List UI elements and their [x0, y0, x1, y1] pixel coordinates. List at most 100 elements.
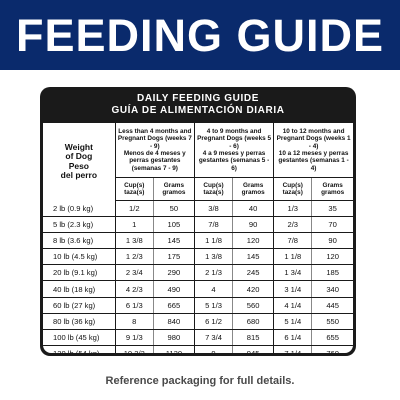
grams-cell: 655	[311, 329, 353, 347]
table-row: 5 lb (2.3 kg) 1 105 7/8 90 2/3 70	[43, 216, 353, 233]
feeding-table: Weight of Dog Peso del perro Less than 4…	[43, 123, 353, 353]
cups-cell: 6 1/4	[273, 329, 313, 347]
table-row: 100 lb (45 kg) 9 1/3 980 7 3/4 815 6 1/4 655	[43, 329, 353, 347]
dog-weight-cell: 8 lb (3.6 kg)	[43, 232, 116, 250]
cups-cell: 1/2	[115, 200, 154, 217]
grams-column-header: Grams gramos	[153, 177, 195, 201]
dog-weight-cell: 20 lb (9.1 kg)	[43, 264, 116, 282]
table-row: 60 lb (27 kg) 6 1/3 665 5 1/3 560 4 1/4 445	[43, 297, 353, 314]
cups-cell: 5 1/3	[194, 297, 234, 314]
cups-cell: 9 1/3	[115, 329, 154, 347]
dog-weight-cell: 100 lb (45 kg)	[43, 329, 116, 347]
cups-column-header: Cup(s) taza(s)	[194, 177, 234, 201]
table-row: 2 lb (0.9 kg) 1/2 50 3/8 40 1/3 35	[43, 200, 353, 217]
cups-cell: 7/8	[194, 216, 234, 233]
table-row: 8 lb (3.6 kg) 1 3/8 145 1 1/8 120 7/8 90	[43, 232, 353, 250]
grams-cell: 490	[153, 280, 195, 298]
cups-cell: 4 1/4	[273, 297, 313, 314]
feeding-table-body: 2 lb (0.9 kg) 1/2 50 3/8 40 1/3 35 5 lb (2.3 kg…	[43, 200, 353, 353]
grams-cell: 945	[232, 345, 275, 353]
cups-cell: 8	[115, 313, 154, 331]
footer-note: Reference packaging for full details.	[105, 375, 295, 387]
card-title-spanish: GUÍA DE ALIMENTACIÓN DIARIA	[111, 105, 285, 116]
cups-cell: 7 3/4	[194, 329, 234, 347]
cups-cell: 1 1/8	[194, 232, 234, 250]
cups-cell: 2 1/3	[194, 264, 234, 282]
grams-cell: 50	[153, 200, 195, 217]
grams-cell: 420	[232, 280, 275, 298]
grams-cell: 1120	[153, 345, 195, 353]
feeding-table-wrapper: Weight of Dog Peso del perro Less than 4…	[43, 123, 353, 353]
table-row: 20 lb (9.1 kg) 2 3/4 290 2 1/3 245 1 3/4 185	[43, 264, 353, 282]
grams-cell: 185	[311, 264, 353, 282]
table-row: 10 lb (4.5 kg) 1 2/3 175 1 3/8 145 1 1/8 120	[43, 248, 353, 266]
age-group-header: 10 to 12 months and Pregnant Dogs (weeks…	[273, 123, 353, 178]
grams-cell: 40	[232, 200, 275, 217]
weight-column-header: Weight of Dog Peso del perro	[43, 123, 116, 201]
table-row: 120 lb (54 kg)10 2/3112099457 1/4760	[43, 345, 353, 353]
grams-cell: 680	[232, 313, 275, 331]
cups-cell: 1 3/4	[273, 264, 313, 282]
feeding-guide-card: DAILY FEEDING GUIDE GUÍA DE ALIMENTACIÓN…	[40, 87, 356, 356]
dog-weight-cell: 120 lb (54 kg)	[43, 345, 116, 353]
grams-cell: 980	[153, 329, 195, 347]
grams-cell: 760	[312, 346, 353, 353]
grams-cell: 340	[311, 280, 353, 298]
grams-cell: 245	[232, 264, 275, 282]
cups-cell: 3/8	[194, 200, 234, 217]
grams-cell: 290	[153, 264, 195, 282]
cups-cell: 1 3/8	[194, 248, 234, 266]
grams-cell: 70	[311, 216, 353, 233]
cups-cell: 5 1/4	[273, 313, 313, 331]
grams-cell: 35	[311, 200, 353, 217]
dog-weight-cell: 80 lb (36 kg)	[43, 313, 116, 331]
cups-cell: 4 2/3	[115, 280, 154, 298]
cups-cell: 1	[115, 216, 154, 233]
cups-cell: 6 1/3	[115, 297, 154, 314]
cups-cell: 1 3/8	[115, 232, 154, 250]
grams-cell: 445	[311, 297, 353, 314]
grams-cell: 120	[232, 232, 275, 250]
card-header: DAILY FEEDING GUIDE GUÍA DE ALIMENTACIÓN…	[40, 87, 356, 123]
grams-cell: 145	[153, 232, 195, 250]
cups-cell: 7 1/4	[273, 345, 313, 353]
cups-cell: 4	[194, 280, 234, 298]
dog-weight-cell: 2 lb (0.9 kg)	[43, 200, 116, 217]
cups-cell: 2 3/4	[115, 264, 154, 282]
cups-cell: 9	[194, 345, 234, 353]
cups-cell: 10 2/3	[115, 345, 154, 353]
dog-weight-cell: 5 lb (2.3 kg)	[43, 216, 116, 233]
card-title-english: DAILY FEEDING GUIDE	[137, 93, 259, 104]
cups-cell: 1/3	[273, 200, 313, 217]
grams-cell: 175	[153, 248, 195, 266]
dog-weight-cell: 60 lb (27 kg)	[43, 297, 116, 314]
grams-cell: 550	[311, 313, 353, 331]
grams-column-header: Grams gramos	[232, 177, 275, 201]
grams-cell: 815	[232, 329, 275, 347]
cups-column-header: Cup(s) taza(s)	[115, 177, 154, 201]
table-row: 80 lb (36 kg) 8 840 6 1/2 680 5 1/4 550	[43, 313, 353, 331]
grams-cell: 120	[311, 248, 353, 266]
grams-cell: 90	[232, 216, 275, 233]
age-group-header: Less than 4 months and Pregnant Dogs (we…	[115, 123, 195, 178]
grams-cell: 90	[311, 232, 353, 250]
table-row: 40 lb (18 kg) 4 2/3 490 4 420 3 1/4 340	[43, 280, 353, 298]
cups-cell: 3 1/4	[273, 280, 313, 298]
grams-cell: 840	[153, 313, 195, 331]
cups-cell: 6 1/2	[194, 313, 234, 331]
dog-weight-cell: 40 lb (18 kg)	[43, 280, 116, 298]
grams-cell: 105	[153, 216, 195, 233]
grams-cell: 560	[232, 297, 275, 314]
age-group-header: 4 to 9 months and Pregnant Dogs (weeks 5…	[194, 123, 275, 178]
dog-weight-cell: 10 lb (4.5 kg)	[43, 248, 116, 266]
cups-cell: 1 1/8	[273, 248, 313, 266]
header-banner: FEEDING GUIDE	[0, 0, 400, 70]
grams-cell: 145	[232, 248, 275, 266]
grams-column-header: Grams gramos	[311, 177, 353, 201]
grams-cell: 665	[153, 297, 195, 314]
page-title: FEEDING GUIDE	[15, 9, 385, 61]
cups-column-header: Cup(s) taza(s)	[273, 177, 313, 201]
cups-cell: 2/3	[273, 216, 313, 233]
cups-cell: 1 2/3	[115, 248, 154, 266]
cups-cell: 7/8	[273, 232, 313, 250]
